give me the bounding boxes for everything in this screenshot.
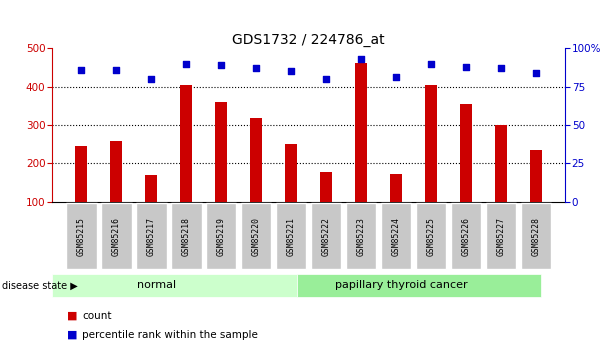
Bar: [285, 144, 297, 202]
Text: GSM85219: GSM85219: [216, 217, 226, 256]
Text: GSM85224: GSM85224: [392, 217, 401, 256]
Text: GSM85226: GSM85226: [461, 217, 471, 256]
Point: [321, 76, 331, 82]
Point: [251, 66, 261, 71]
Point: [216, 62, 226, 68]
Point: [76, 67, 86, 72]
FancyBboxPatch shape: [297, 274, 542, 297]
FancyBboxPatch shape: [101, 203, 131, 269]
Bar: [425, 85, 437, 202]
FancyBboxPatch shape: [345, 203, 376, 269]
Point: [426, 61, 436, 67]
Point: [356, 56, 366, 62]
FancyBboxPatch shape: [416, 203, 446, 269]
Text: ■: ■: [67, 330, 77, 339]
Point: [147, 76, 156, 82]
Bar: [250, 118, 262, 202]
FancyBboxPatch shape: [171, 203, 201, 269]
Text: GSM85221: GSM85221: [286, 217, 295, 256]
FancyBboxPatch shape: [381, 203, 412, 269]
Text: count: count: [82, 311, 112, 321]
FancyBboxPatch shape: [275, 203, 306, 269]
Text: GSM85222: GSM85222: [322, 217, 331, 256]
Bar: [530, 150, 542, 202]
Text: GSM85215: GSM85215: [77, 217, 86, 256]
FancyBboxPatch shape: [52, 274, 297, 297]
Point: [496, 66, 506, 71]
Text: normal: normal: [137, 280, 176, 290]
Text: disease state ▶: disease state ▶: [2, 280, 78, 290]
Bar: [145, 175, 157, 202]
Bar: [320, 172, 332, 202]
FancyBboxPatch shape: [206, 203, 237, 269]
Text: papillary thyroid cancer: papillary thyroid cancer: [335, 280, 468, 290]
Bar: [180, 85, 192, 202]
Text: GSM85218: GSM85218: [182, 217, 191, 256]
Text: GSM85223: GSM85223: [356, 217, 365, 256]
FancyBboxPatch shape: [136, 203, 167, 269]
Bar: [110, 141, 122, 202]
FancyBboxPatch shape: [451, 203, 482, 269]
Bar: [75, 146, 88, 202]
Point: [111, 67, 121, 72]
Bar: [495, 125, 507, 202]
Text: ■: ■: [67, 311, 77, 321]
FancyBboxPatch shape: [241, 203, 272, 269]
Point: [286, 69, 296, 74]
FancyBboxPatch shape: [486, 203, 516, 269]
Title: GDS1732 / 224786_at: GDS1732 / 224786_at: [232, 33, 385, 47]
Point: [391, 75, 401, 80]
Text: GSM85228: GSM85228: [531, 217, 541, 256]
Point: [461, 64, 471, 69]
Bar: [390, 174, 402, 202]
Text: GSM85225: GSM85225: [426, 217, 435, 256]
Text: GSM85220: GSM85220: [252, 217, 261, 256]
Bar: [460, 104, 472, 202]
Point: [181, 61, 191, 67]
FancyBboxPatch shape: [311, 203, 342, 269]
Point: [531, 70, 541, 76]
Text: GSM85217: GSM85217: [147, 217, 156, 256]
Text: GSM85227: GSM85227: [497, 217, 505, 256]
FancyBboxPatch shape: [520, 203, 551, 269]
Bar: [215, 102, 227, 202]
Text: percentile rank within the sample: percentile rank within the sample: [82, 330, 258, 339]
Text: GSM85216: GSM85216: [112, 217, 120, 256]
Bar: [355, 63, 367, 202]
FancyBboxPatch shape: [66, 203, 97, 269]
